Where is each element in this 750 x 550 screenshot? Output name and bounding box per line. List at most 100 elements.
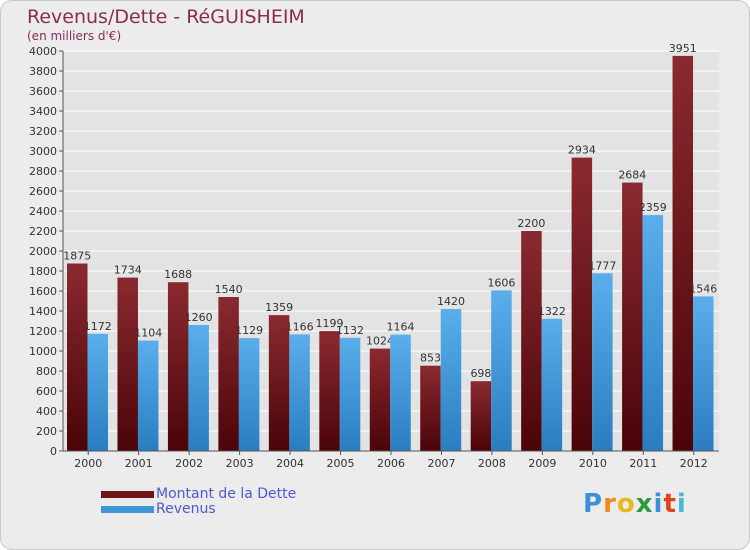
y-tick-label: 1400 (29, 305, 57, 318)
x-tick-label: 2003 (226, 457, 254, 470)
data-label: 1606 (487, 276, 515, 289)
bar-revenus (289, 334, 310, 451)
x-tick-label: 2005 (327, 457, 355, 470)
legend-item-dette: Montant de la Dette (101, 487, 296, 502)
bar-revenus (642, 215, 664, 451)
legend-swatch-revenus (101, 506, 154, 513)
data-label: 853 (420, 352, 441, 365)
bar-dette (369, 348, 391, 451)
data-label: 1260 (185, 311, 213, 324)
bar-revenus (137, 340, 159, 451)
y-tick-label: 2800 (29, 165, 57, 178)
logo-letter: x (635, 489, 654, 519)
data-label: 1688 (164, 268, 192, 281)
y-tick-label: 2400 (29, 205, 57, 218)
y-tick-label: 800 (36, 365, 57, 378)
data-label: 1420 (437, 295, 465, 308)
x-tick-label: 2006 (377, 457, 405, 470)
chart-title: Revenus/Dette - RéGUISHEIM (27, 6, 305, 28)
bar-dette (622, 182, 643, 451)
x-tick-label: 2001 (125, 457, 153, 470)
logo-letter: i (653, 489, 664, 519)
y-tick-label: 0 (50, 445, 57, 458)
data-label: 1024 (366, 335, 394, 348)
y-tick-label: 3000 (29, 145, 57, 158)
y-tick-label: 1000 (29, 345, 57, 358)
y-tick-label: 3600 (29, 85, 57, 98)
y-tick-label: 3200 (29, 125, 57, 138)
bar-dette (420, 365, 441, 451)
y-tick-label: 1800 (29, 265, 57, 278)
y-tick-label: 3800 (29, 65, 57, 78)
bar-dette (672, 55, 694, 452)
logo-letter: o (616, 489, 636, 519)
bar-dette (470, 381, 492, 451)
legend: Montant de la Dette Revenus (101, 487, 296, 517)
legend-swatch-dette (101, 491, 154, 498)
y-tick-label: 400 (36, 405, 57, 418)
data-label: 3951 (669, 42, 697, 55)
bar-dette (117, 277, 138, 451)
y-tick-label: 2200 (29, 225, 57, 238)
y-tick-label: 600 (36, 385, 57, 398)
bar-revenus (87, 333, 108, 451)
chart-subtitle: (en milliers d'€) (27, 29, 122, 43)
x-tick-label: 2000 (74, 457, 102, 470)
bar-revenus (188, 325, 209, 451)
logo-letter: P (583, 489, 604, 519)
bar-revenus (440, 309, 462, 451)
legend-label-revenus: Revenus (156, 501, 216, 517)
data-label: 698 (470, 367, 491, 380)
x-tick-label: 2004 (276, 457, 304, 470)
data-label: 1546 (689, 282, 717, 295)
y-tick-label: 200 (36, 425, 57, 438)
y-tick-label: 2000 (29, 245, 57, 258)
data-label: 1322 (538, 305, 566, 318)
x-tick-label: 2011 (629, 457, 657, 470)
logo-letter: r (603, 489, 617, 519)
data-label: 1164 (387, 321, 415, 334)
y-tick-label: 4000 (29, 45, 57, 58)
data-label: 1199 (316, 317, 344, 330)
data-label: 1359 (265, 301, 293, 314)
data-label: 1132 (336, 324, 364, 337)
bar-dette (268, 315, 290, 451)
legend-label-dette: Montant de la Dette (156, 486, 297, 502)
bar-revenus (390, 334, 411, 451)
bar-revenus (592, 273, 613, 451)
x-tick-label: 2012 (680, 457, 708, 470)
data-label: 2684 (618, 169, 646, 182)
bar-dette (521, 231, 542, 451)
bar-dette (571, 157, 593, 451)
data-label: 1875 (63, 250, 91, 263)
bar-revenus (339, 337, 361, 451)
bar-revenus (491, 290, 512, 451)
bar-dette (167, 282, 189, 451)
y-tick-label: 1600 (29, 285, 57, 298)
x-tick-label: 2002 (175, 457, 203, 470)
data-label: 1540 (215, 283, 243, 296)
bar-dette (319, 331, 340, 451)
y-tick-label: 3400 (29, 105, 57, 118)
x-tick-label: 2010 (579, 457, 607, 470)
data-label: 2934 (568, 144, 596, 157)
x-tick-label: 2008 (478, 457, 506, 470)
bar-revenus (238, 338, 260, 451)
x-tick-label: 2009 (528, 457, 556, 470)
y-tick-label: 1200 (29, 325, 57, 338)
bar-dette (218, 297, 239, 451)
x-tick-label: 2007 (427, 457, 455, 470)
bar-revenus (693, 296, 714, 451)
data-label: 2200 (517, 217, 545, 230)
proxiti-logo: Proxiti (583, 489, 687, 519)
data-label: 1129 (235, 324, 263, 337)
data-label: 1104 (134, 327, 162, 340)
bar-revenus (541, 318, 563, 451)
logo-letter: i (676, 489, 687, 519)
data-label: 1734 (114, 264, 142, 277)
data-label: 1172 (84, 320, 112, 333)
legend-item-revenus: Revenus (101, 502, 296, 517)
bar-dette (67, 263, 88, 451)
